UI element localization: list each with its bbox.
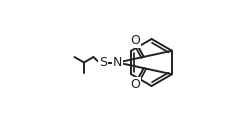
Text: S: S xyxy=(99,56,107,69)
Text: O: O xyxy=(130,34,140,47)
Text: N: N xyxy=(113,56,122,69)
Text: O: O xyxy=(130,78,140,91)
